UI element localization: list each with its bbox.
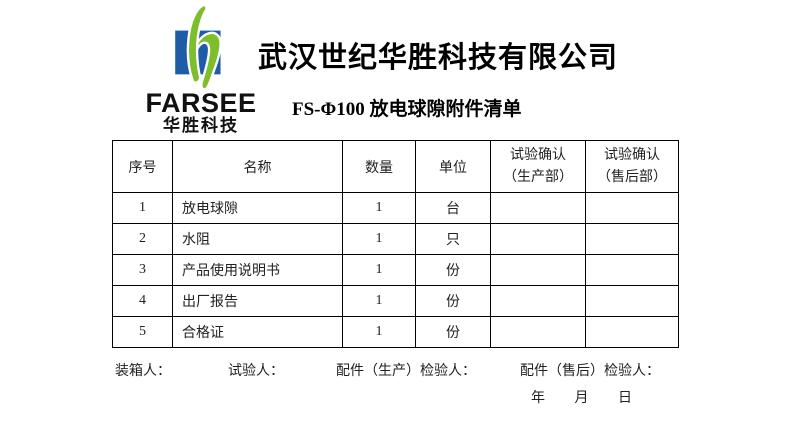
cell-name: 水阻 <box>172 223 343 255</box>
company-title: 武汉世纪华胜科技有限公司 <box>258 42 619 74</box>
cell-confirm-prod <box>490 254 586 286</box>
table-row: 1 放电球隙 1 台 <box>112 192 679 224</box>
accessories-table: 序号 名称 数量 单位 试验确认 （生产部） 试验确认 （售后部） 1 放电球隙… <box>112 140 679 348</box>
cell-confirm-prod <box>490 316 586 348</box>
farsee-logo-icon <box>175 4 222 90</box>
table-row: 5 合格证 1 份 <box>112 316 679 348</box>
cell-unit: 份 <box>415 254 491 286</box>
year-label: 年 <box>531 391 545 406</box>
confirm-after-line1: 试验确认 <box>604 147 660 163</box>
cell-confirm-after <box>585 285 679 317</box>
company-logo: FARSEE 华胜科技 <box>140 4 262 135</box>
cell-unit: 份 <box>415 316 491 348</box>
table-row: 2 水阻 1 只 <box>112 223 679 255</box>
column-header-name: 名称 <box>172 140 343 193</box>
cell-no: 5 <box>112 316 173 348</box>
cell-confirm-after <box>585 192 679 224</box>
confirm-prod-line2: （生产部） <box>503 169 573 185</box>
cell-no: 1 <box>112 192 173 224</box>
cell-name: 出厂报告 <box>172 285 343 317</box>
logo-brand-cn-text: 华胜科技 <box>163 116 239 135</box>
cell-no: 3 <box>112 254 173 286</box>
table-row: 4 出厂报告 1 份 <box>112 285 679 317</box>
table-row: 3 产品使用说明书 1 份 <box>112 254 679 286</box>
cell-name: 放电球隙 <box>172 192 343 224</box>
cell-confirm-after <box>585 316 679 348</box>
column-header-no: 序号 <box>112 140 173 193</box>
date-line: 年 月 日 <box>531 387 658 407</box>
tester-label: 试验人： <box>228 364 284 379</box>
cell-confirm-after <box>585 254 679 286</box>
logo-leaf-hump <box>195 31 222 90</box>
day-label: 日 <box>618 391 632 406</box>
cell-unit: 份 <box>415 285 491 317</box>
cell-no: 2 <box>112 223 173 255</box>
cell-unit: 只 <box>415 223 491 255</box>
column-header-unit: 单位 <box>415 140 491 193</box>
cell-qty: 1 <box>342 285 416 317</box>
cell-confirm-prod <box>490 192 586 224</box>
cell-qty: 1 <box>342 316 416 348</box>
cell-confirm-prod <box>490 223 586 255</box>
cell-name: 合格证 <box>172 316 343 348</box>
column-header-confirm-prod: 试验确认 （生产部） <box>490 140 586 193</box>
cell-qty: 1 <box>342 192 416 224</box>
cell-qty: 1 <box>342 254 416 286</box>
month-label: 月 <box>574 391 589 406</box>
doc-title: FS-Φ100 放电球隙附件清单 <box>292 99 522 120</box>
cell-name: 产品使用说明书 <box>172 254 343 286</box>
cell-confirm-after <box>585 223 679 255</box>
confirm-prod-line1: 试验确认 <box>510 147 566 163</box>
packer-label: 装箱人： <box>115 364 171 379</box>
logo-brand-text: FARSEE <box>145 88 257 118</box>
table-header-row: 序号 名称 数量 单位 试验确认 （生产部） 试验确认 （售后部） <box>112 140 679 193</box>
column-header-qty: 数量 <box>342 140 416 193</box>
cell-unit: 台 <box>415 192 491 224</box>
after-inspector-label: 配件（售后）检验人： <box>520 364 660 379</box>
prod-inspector-label: 配件（生产）检验人： <box>336 364 476 379</box>
column-header-confirm-after: 试验确认 （售后部） <box>585 140 679 193</box>
cell-no: 4 <box>112 285 173 317</box>
cell-qty: 1 <box>342 223 416 255</box>
cell-confirm-prod <box>490 285 586 317</box>
confirm-after-line2: （售后部） <box>597 169 667 185</box>
